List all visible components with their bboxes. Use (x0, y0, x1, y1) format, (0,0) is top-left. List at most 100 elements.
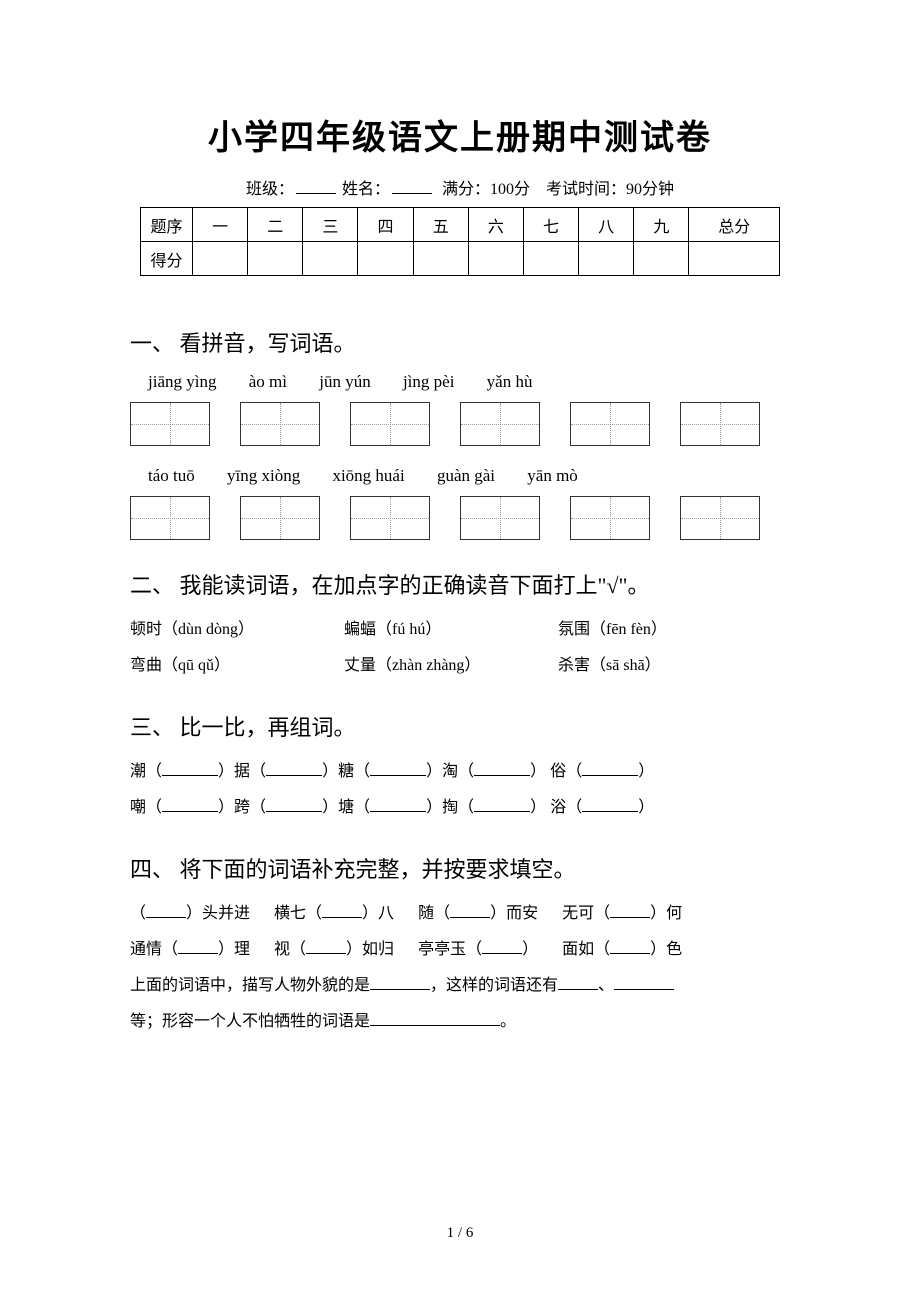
score-cell[interactable] (523, 242, 578, 276)
pinyin-item: xiōng huái (332, 466, 404, 486)
char-box-row (130, 402, 790, 446)
q2-word: 顿时 (130, 621, 162, 638)
follow-text: 上面的词语中，描写人物外貌的是 (130, 977, 370, 994)
answer-blank[interactable] (322, 917, 362, 918)
name-blank[interactable] (392, 193, 432, 194)
char-box[interactable] (240, 402, 320, 446)
class-blank[interactable] (296, 193, 336, 194)
row-label: 得分 (141, 242, 193, 276)
char-box[interactable] (460, 402, 540, 446)
idiom-pre: 视（ (274, 941, 306, 958)
answer-blank[interactable] (162, 775, 218, 776)
follow-text: 。 (500, 1013, 516, 1030)
meta-line: 班级： 姓名： 满分：100分 考试时间：90分钟 (130, 175, 790, 199)
answer-blank[interactable] (370, 775, 426, 776)
q3-char: 浴 (550, 799, 566, 816)
answer-blank[interactable] (370, 1025, 500, 1026)
score-cell[interactable] (689, 242, 780, 276)
answer-blank[interactable] (474, 775, 530, 776)
score-table: 题序 一 二 三 四 五 六 七 八 九 总分 得分 (140, 207, 780, 276)
answer-blank[interactable] (558, 989, 598, 990)
answer-blank[interactable] (610, 917, 650, 918)
section2-heading: 二、 我能读词语，在加点字的正确读音下面打上"√"。 (130, 568, 790, 600)
idiom-pre: （ (130, 905, 146, 922)
q2-word: 丈量 (344, 657, 376, 674)
q3-char: 跨 (234, 799, 250, 816)
char-box[interactable] (350, 402, 430, 446)
score-cell[interactable] (193, 242, 248, 276)
score-cell[interactable] (303, 242, 358, 276)
answer-blank[interactable] (146, 917, 186, 918)
table-row: 题序 一 二 三 四 五 六 七 八 九 总分 (141, 208, 780, 242)
col-head: 二 (248, 208, 303, 242)
q3-char: 据 (234, 763, 250, 780)
q2-word: 杀害 (558, 657, 590, 674)
pinyin-row-2: táo tuō yīng xiòng xiōng huái guàn gài y… (148, 466, 790, 486)
table-row: 得分 (141, 242, 780, 276)
class-label: 班级： (246, 181, 294, 198)
answer-blank[interactable] (370, 989, 430, 990)
char-box[interactable] (460, 496, 540, 540)
answer-blank[interactable] (306, 953, 346, 954)
char-box[interactable] (570, 496, 650, 540)
q3-char: 塘 (338, 799, 354, 816)
q2-word: 氛围 (558, 621, 590, 638)
answer-blank[interactable] (610, 953, 650, 954)
col-head: 八 (579, 208, 634, 242)
idiom-pre: 亭亭玉（ (418, 941, 482, 958)
answer-blank[interactable] (370, 811, 426, 812)
score-cell[interactable] (413, 242, 468, 276)
idiom-post: ）头并进 (186, 905, 250, 922)
answer-blank[interactable] (614, 989, 674, 990)
answer-blank[interactable] (582, 775, 638, 776)
pinyin-item: yīng xiòng (227, 466, 300, 486)
row-label: 题序 (141, 208, 193, 242)
q2-line2: 弯曲（qū qǔ） 丈量（zhàn zhàng） 杀害（sā shā） (130, 650, 790, 682)
full-score: 满分：100分 (442, 181, 530, 198)
follow-text: ，这样的词语还有 (430, 977, 558, 994)
answer-blank[interactable] (266, 811, 322, 812)
char-box[interactable] (680, 496, 760, 540)
score-cell[interactable] (579, 242, 634, 276)
q3-char: 淘 (442, 763, 458, 780)
idiom-pre: 无可（ (562, 905, 610, 922)
q2-choices: （sā shā） (590, 657, 661, 674)
char-box[interactable] (130, 402, 210, 446)
pinyin-item: jìng pèi (403, 372, 454, 392)
q3-char: 潮 (130, 763, 146, 780)
q3-line2: 嘲（）跨（）塘（）掏（） 浴（） (130, 792, 790, 824)
score-cell[interactable] (634, 242, 689, 276)
pinyin-item: táo tuō (148, 466, 195, 486)
answer-blank[interactable] (162, 811, 218, 812)
idiom-pre: 通情（ (130, 941, 178, 958)
score-cell[interactable] (358, 242, 413, 276)
score-cell[interactable] (468, 242, 523, 276)
q2-word: 弯曲 (130, 657, 162, 674)
idiom-post: ）而安 (490, 905, 538, 922)
char-box[interactable] (240, 496, 320, 540)
pinyin-item: jiāng yìng (148, 372, 216, 392)
answer-blank[interactable] (474, 811, 530, 812)
score-cell[interactable] (248, 242, 303, 276)
answer-blank[interactable] (266, 775, 322, 776)
q2-choices: （qū qǔ） (162, 657, 230, 674)
q2-line1: 顿时（dùn dòng） 蝙蝠（fú hú） 氛围（fēn fèn） (130, 614, 790, 646)
char-box[interactable] (350, 496, 430, 540)
answer-blank[interactable] (450, 917, 490, 918)
idiom-pre: 随（ (418, 905, 450, 922)
answer-blank[interactable] (582, 811, 638, 812)
section4-heading: 四、 将下面的词语补充完整，并按要求填空。 (130, 852, 790, 884)
char-box[interactable] (570, 402, 650, 446)
pinyin-item: ào mì (249, 372, 287, 392)
idiom-pre: 横七（ (274, 905, 322, 922)
q3-char: 俗 (550, 763, 566, 780)
follow-text: 、 (598, 977, 614, 994)
pinyin-item: yān mò (527, 466, 578, 486)
col-head: 九 (634, 208, 689, 242)
section1-heading: 一、 看拼音，写词语。 (130, 326, 790, 358)
char-box-row (130, 496, 790, 540)
char-box[interactable] (130, 496, 210, 540)
answer-blank[interactable] (178, 953, 218, 954)
answer-blank[interactable] (482, 953, 522, 954)
char-box[interactable] (680, 402, 760, 446)
